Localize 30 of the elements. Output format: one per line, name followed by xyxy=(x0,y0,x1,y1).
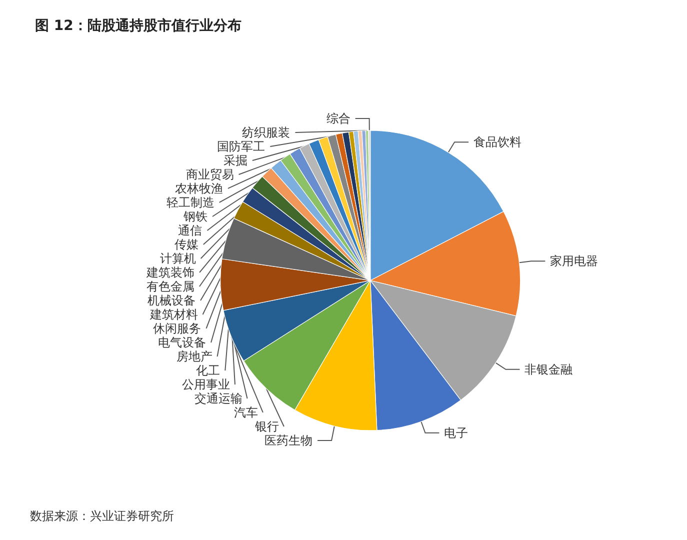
chart-title: 图 12：陆股通持股市值行业分布 xyxy=(35,17,242,34)
slice-label: 轻工制造 xyxy=(166,195,214,210)
slice-label: 机械设备 xyxy=(148,293,196,308)
slice-label: 休闲服务 xyxy=(153,321,202,336)
slice-label: 家用电器 xyxy=(550,254,598,268)
slice-label: 汽车 xyxy=(234,405,258,420)
slice-label: 纺织服装 xyxy=(242,125,290,140)
slice-label: 国防军工 xyxy=(217,139,266,154)
slice-label: 化工 xyxy=(196,363,220,378)
slice-label: 农林牧渔 xyxy=(174,181,223,196)
slice-label: 医药生物 xyxy=(264,433,313,448)
slice-label: 通信 xyxy=(178,223,202,238)
slice-label: 银行 xyxy=(254,419,279,434)
slice-label: 公用事业 xyxy=(182,377,230,392)
slice-label: 食品饮料 xyxy=(474,135,522,150)
slice-label: 有色金属 xyxy=(146,279,194,294)
slice-label: 计算机 xyxy=(160,251,196,266)
slice-label: 传媒 xyxy=(174,237,198,252)
slice-label: 采掘 xyxy=(223,153,248,168)
slice-label: 非银金融 xyxy=(524,362,573,376)
slice-label: 钢铁 xyxy=(182,209,208,224)
slice-label: 建筑装饰 xyxy=(146,265,195,280)
source-note: 数据来源：兴业证券研究所 xyxy=(30,509,174,523)
slice-label: 电气设备 xyxy=(158,335,206,350)
slice-label: 交通运输 xyxy=(194,391,242,406)
slice-label: 商业贸易 xyxy=(186,167,234,182)
slice-label: 房地产 xyxy=(176,349,212,364)
slice-label: 综合 xyxy=(326,111,350,126)
slice-label: 建筑材料 xyxy=(148,307,198,322)
slice-label: 电子 xyxy=(444,426,468,440)
